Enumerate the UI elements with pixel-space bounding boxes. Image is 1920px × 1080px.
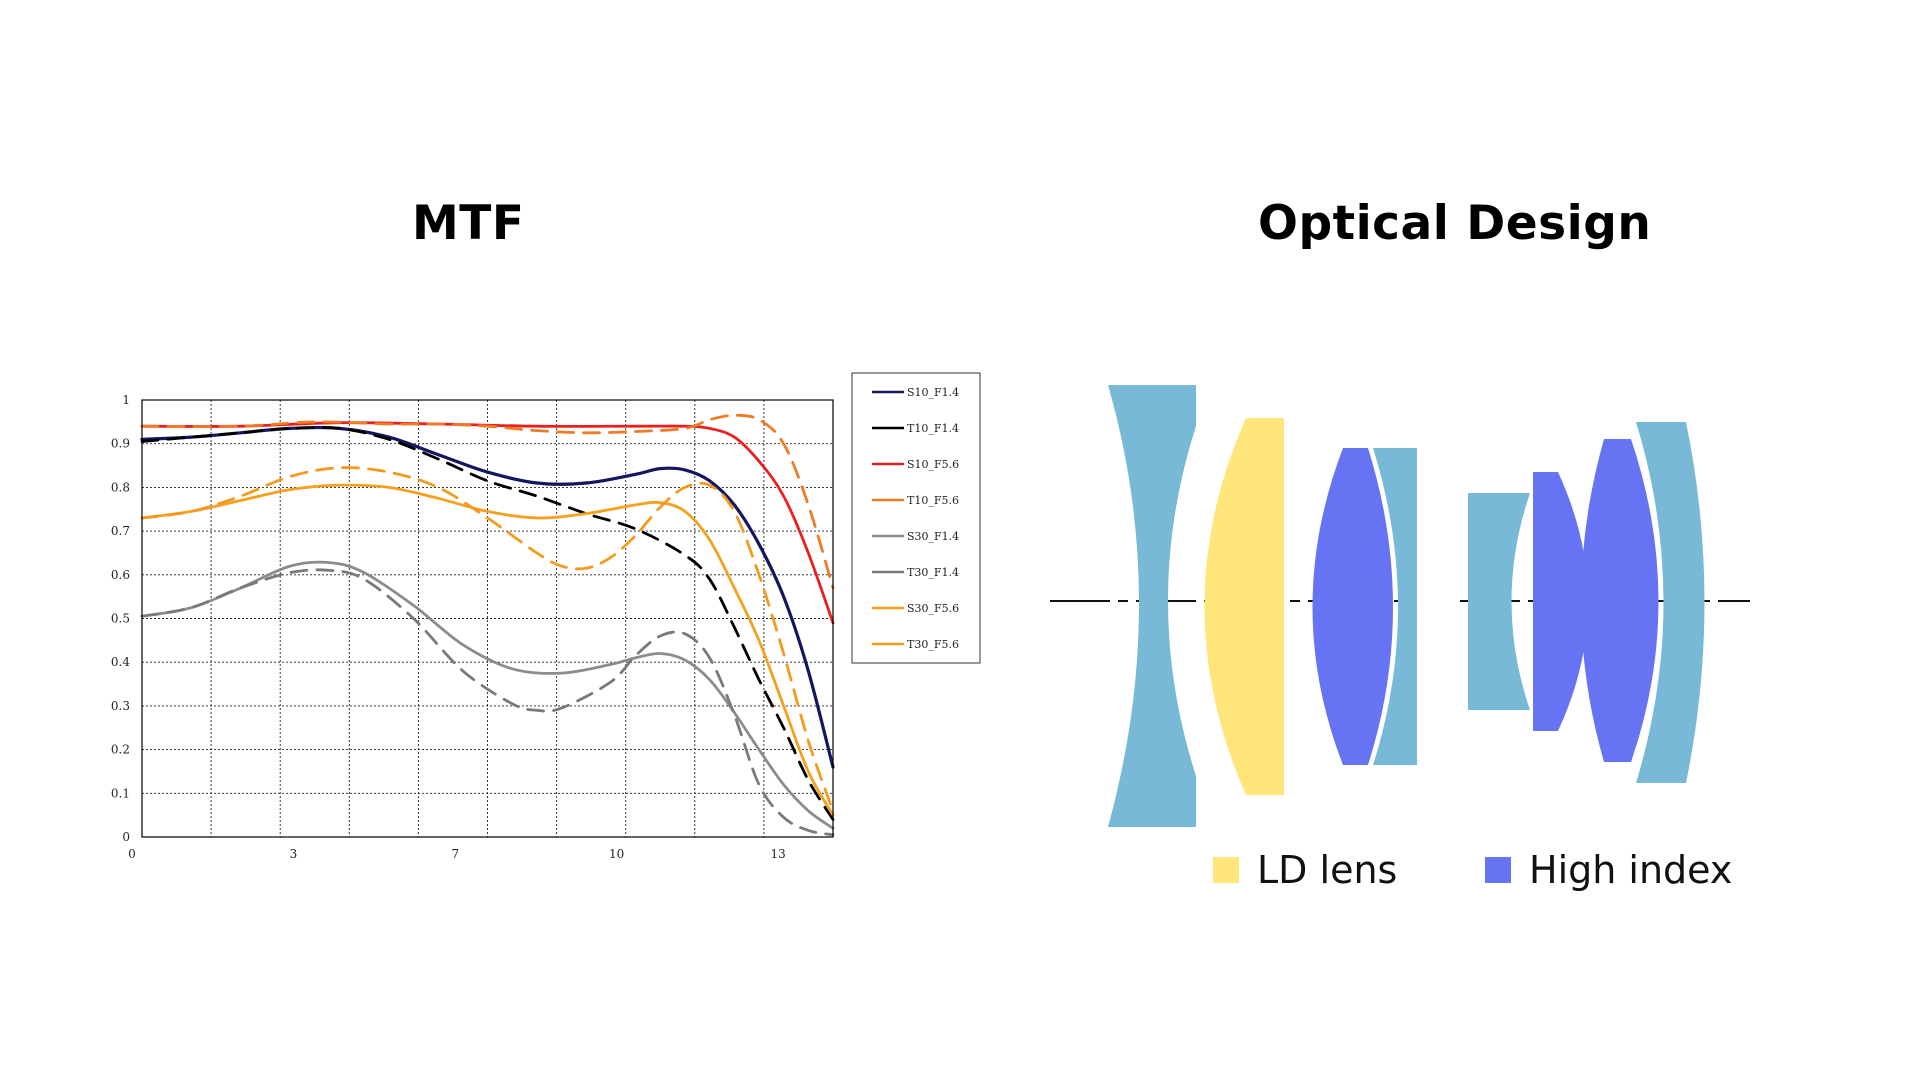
optical-design-diagram: [1050, 385, 1750, 827]
legend-frame: [851, 372, 981, 664]
lens-element-high-index-2: [1533, 472, 1588, 731]
lens-element-ld: [1204, 418, 1284, 795]
x-tick-label-0: 0: [128, 847, 136, 861]
lens-element-high-index-1: [1312, 448, 1393, 765]
chart-legend: S10_F1.4 T10_F1.4 S10_F5.6 T10_F5.6 S30_F1.4…: [851, 372, 981, 664]
series-line-s30-f5-6: [140, 483, 835, 817]
series-line-t30-f1-4: [140, 568, 835, 837]
legend-label-0: S10_F1.4: [907, 386, 959, 399]
high-index-swatch: [1485, 857, 1511, 883]
legend-label-1: T10_F1.4: [907, 422, 959, 435]
ld-lens-swatch: [1213, 857, 1239, 883]
legend-high-index: High index: [1485, 848, 1732, 892]
legend-label-3: T10_F5.6: [907, 494, 959, 507]
y-tick-label-9: 0.9: [111, 437, 130, 451]
x-tick-label-2: 7: [451, 847, 459, 861]
lens-element-4: [1373, 448, 1417, 765]
y-tick-label-2: 0.2: [111, 743, 130, 757]
legend-label-2: S10_F5.6: [907, 458, 959, 471]
series-line-t30-f5-6: [140, 466, 835, 813]
series-line-t10-f1-4: [140, 426, 835, 821]
optical-design-title: Optical Design: [1258, 196, 1652, 251]
chart-ticks: 00.10.20.30.40.50.60.70.80.910 3 7 10 13: [111, 393, 786, 861]
y-tick-label-5: 0.5: [111, 612, 130, 626]
y-tick-label-1: 0.1: [111, 786, 130, 800]
lens-element-1: [1108, 385, 1196, 827]
legend-ld-lens: LD lens: [1213, 848, 1397, 892]
lens-element-8: [1636, 422, 1705, 783]
y-tick-label-6: 0.6: [111, 568, 130, 582]
legend-label-4: S30_F1.4: [907, 530, 959, 543]
series-line-t10-f5-6: [140, 413, 835, 590]
y-tick-label-3: 0.3: [111, 699, 130, 713]
lens-element-high-index-3: [1581, 439, 1659, 762]
legend-label-7: T30_F5.6: [907, 638, 959, 651]
y-tick-label-8: 0.8: [111, 480, 130, 494]
y-tick-label-10: 1: [122, 393, 130, 407]
series-line-s30-f1-4: [140, 560, 835, 830]
high-index-label: High index: [1529, 848, 1733, 892]
plot-frame: [141, 399, 834, 838]
y-tick-label-4: 0.4: [111, 655, 130, 669]
x-tick-label-3: 10: [609, 847, 624, 861]
chart-grid: [142, 400, 833, 837]
mtf-chart: 00.10.20.30.40.50.60.70.80.910 3 7 10 13 S10…: [111, 372, 981, 861]
legend-label-6: S30_F5.6: [907, 602, 959, 615]
lens-element-5: [1468, 493, 1530, 710]
x-tick-label-4: 13: [770, 847, 785, 861]
legend-label-5: T30_F1.4: [907, 566, 959, 579]
chart-series-group: [140, 413, 835, 837]
series-line-s10-f1-4: [140, 425, 835, 769]
y-tick-label-0: 0: [122, 830, 130, 844]
y-tick-label-7: 0.7: [111, 524, 130, 538]
mtf-title: MTF: [412, 196, 525, 251]
x-tick-label-1: 3: [290, 847, 298, 861]
ld-lens-label: LD lens: [1257, 848, 1398, 892]
